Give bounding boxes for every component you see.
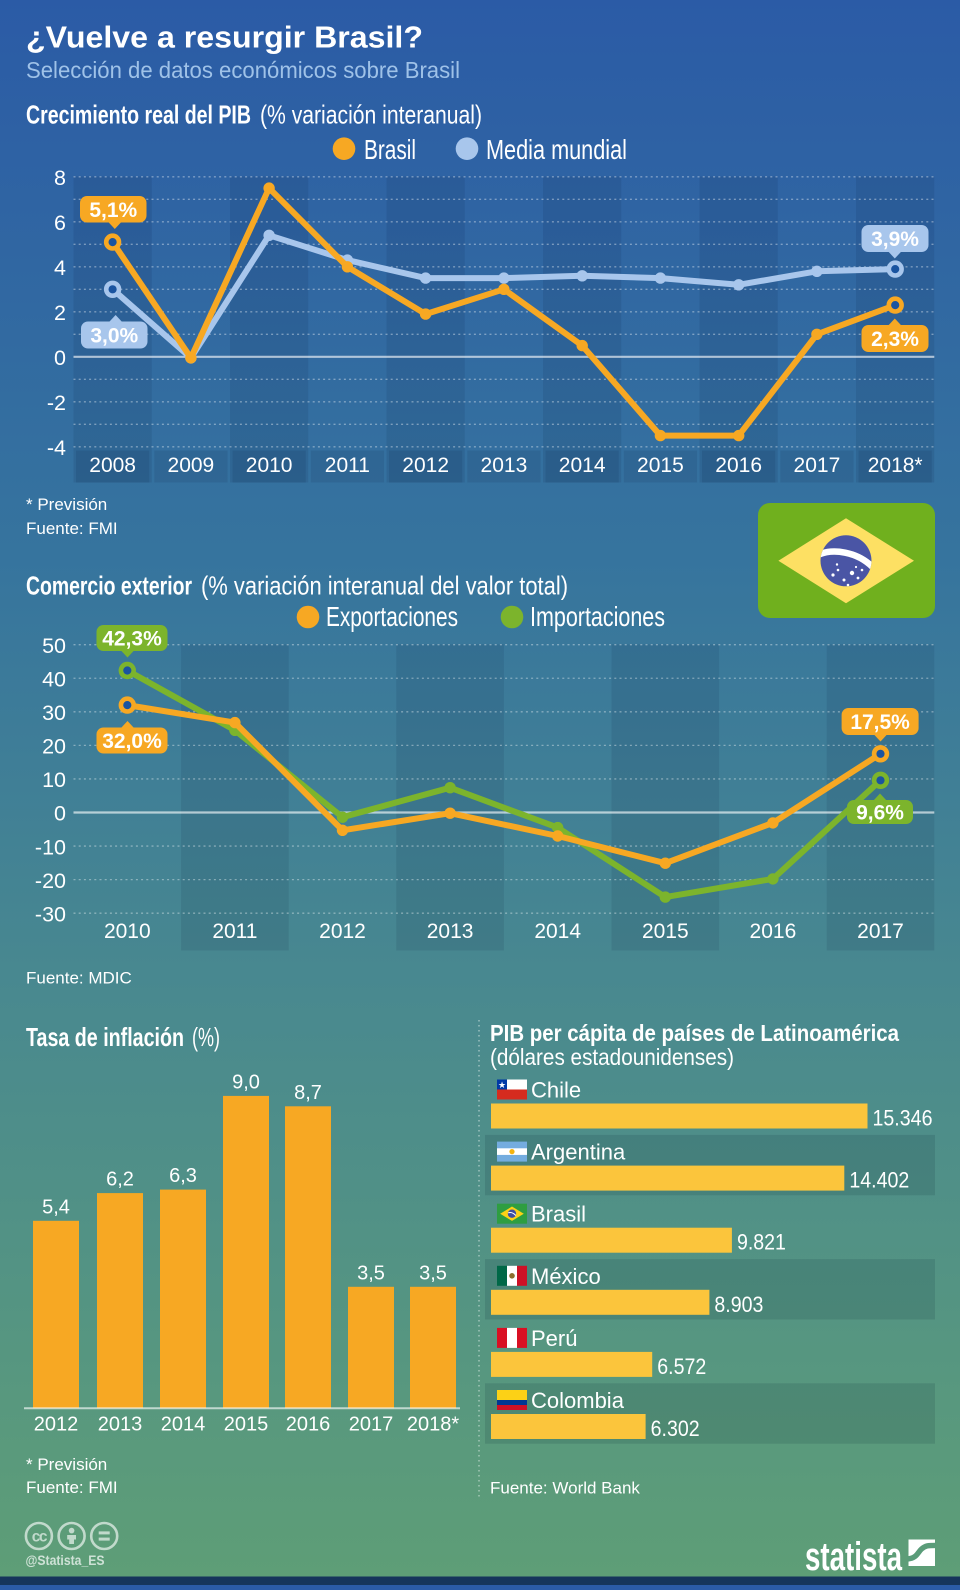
svg-text:2016: 2016 xyxy=(750,920,797,943)
svg-text:5,1%: 5,1% xyxy=(89,199,137,222)
svg-text:Exportaciones: Exportaciones xyxy=(326,601,458,632)
svg-text:Crecimiento real del PIB: Crecimiento real del PIB xyxy=(26,100,251,130)
svg-text:2011: 2011 xyxy=(212,920,257,943)
svg-text:3,9%: 3,9% xyxy=(871,228,919,251)
svg-text:2010: 2010 xyxy=(104,920,151,943)
svg-text:Media mundial: Media mundial xyxy=(486,134,627,165)
svg-text:2015: 2015 xyxy=(637,454,684,477)
svg-text:Chile: Chile xyxy=(531,1078,581,1103)
svg-text:* Previsión: * Previsión xyxy=(26,1455,107,1474)
svg-text:Fuente: FMI: Fuente: FMI xyxy=(26,1478,118,1497)
svg-text:6,3: 6,3 xyxy=(169,1165,197,1187)
svg-text:-20: -20 xyxy=(35,869,66,893)
svg-text:2014: 2014 xyxy=(161,1414,206,1436)
svg-text:Colombia: Colombia xyxy=(531,1388,625,1413)
svg-text:3,5: 3,5 xyxy=(419,1262,447,1284)
svg-text:-2: -2 xyxy=(47,391,66,415)
svg-text:★: ★ xyxy=(498,1080,506,1090)
svg-text:50: 50 xyxy=(42,634,66,658)
svg-text:0: 0 xyxy=(54,802,66,826)
svg-text:2: 2 xyxy=(54,301,66,325)
svg-text:30: 30 xyxy=(42,701,66,725)
svg-text:3,0%: 3,0% xyxy=(90,325,138,348)
svg-text:Brasil: Brasil xyxy=(364,134,416,165)
svg-text:2013: 2013 xyxy=(427,920,474,943)
svg-text:9.821: 9.821 xyxy=(737,1230,786,1255)
svg-text:2010: 2010 xyxy=(246,454,293,477)
svg-text:Perú: Perú xyxy=(531,1326,577,1351)
svg-text:3,5: 3,5 xyxy=(357,1262,385,1284)
svg-text:32,0%: 32,0% xyxy=(102,730,162,753)
svg-text:Tasa de inflación: Tasa de inflación xyxy=(26,1022,184,1052)
svg-text:(dólares estadounidenses): (dólares estadounidenses) xyxy=(490,1044,734,1070)
svg-text:Brasil: Brasil xyxy=(531,1202,586,1227)
svg-text:cc: cc xyxy=(32,1529,48,1546)
svg-text:20: 20 xyxy=(42,735,66,759)
svg-text:15.346: 15.346 xyxy=(872,1106,932,1131)
svg-text:2016: 2016 xyxy=(286,1414,331,1436)
svg-text:Argentina: Argentina xyxy=(531,1140,626,1165)
svg-text:2018*: 2018* xyxy=(868,454,923,477)
svg-text:5,4: 5,4 xyxy=(42,1196,70,1218)
svg-text:2015: 2015 xyxy=(642,920,689,943)
svg-text:6: 6 xyxy=(54,211,66,235)
svg-text:2009: 2009 xyxy=(168,454,215,477)
svg-text:Selección de datos económicos: Selección de datos económicos sobre Bras… xyxy=(26,57,460,83)
svg-text:2014: 2014 xyxy=(559,454,606,477)
svg-text:6,2: 6,2 xyxy=(106,1169,134,1191)
svg-text:¿Vuelve a resurgir Brasil?: ¿Vuelve a resurgir Brasil? xyxy=(26,20,423,55)
svg-text:9,6%: 9,6% xyxy=(856,802,904,825)
svg-text:México: México xyxy=(531,1264,601,1289)
svg-text:Fuente: World Bank: Fuente: World Bank xyxy=(490,1479,640,1498)
svg-text:42,3%: 42,3% xyxy=(102,628,162,651)
svg-text:40: 40 xyxy=(42,667,66,691)
svg-text:2,3%: 2,3% xyxy=(871,328,919,351)
svg-text:Fuente: MDIC: Fuente: MDIC xyxy=(26,968,132,987)
svg-text:-4: -4 xyxy=(47,436,66,460)
svg-text:2012: 2012 xyxy=(402,454,449,477)
svg-text:Comercio exterior: Comercio exterior xyxy=(26,571,192,601)
svg-text:(%): (%) xyxy=(192,1022,220,1052)
svg-text:0: 0 xyxy=(54,346,66,370)
svg-text:(% variación interanual del va: (% variación interanual del valor total) xyxy=(201,571,568,601)
svg-text:@Statista_ES: @Statista_ES xyxy=(26,1553,105,1568)
svg-text:2017: 2017 xyxy=(349,1414,394,1436)
svg-text:8,7: 8,7 xyxy=(294,1082,322,1104)
svg-text:8.903: 8.903 xyxy=(714,1292,763,1317)
svg-text:9,0: 9,0 xyxy=(232,1072,260,1094)
svg-text:statista: statista xyxy=(805,1535,903,1579)
svg-text:-30: -30 xyxy=(35,902,66,926)
svg-text:6.302: 6.302 xyxy=(651,1416,700,1441)
svg-text:2012: 2012 xyxy=(319,920,366,943)
svg-text:2018*: 2018* xyxy=(407,1414,459,1436)
svg-text:2013: 2013 xyxy=(481,454,528,477)
svg-text:(% variación interanual): (% variación interanual) xyxy=(260,100,482,130)
svg-text:2011: 2011 xyxy=(325,454,370,477)
svg-text:PIB per cápita de países de La: PIB per cápita de países de Latinoaméric… xyxy=(490,1020,900,1046)
svg-text:14.402: 14.402 xyxy=(849,1168,909,1193)
svg-text:2016: 2016 xyxy=(715,454,762,477)
svg-text:Importaciones: Importaciones xyxy=(530,601,665,632)
svg-text:2017: 2017 xyxy=(857,920,904,943)
svg-text:Fuente: FMI: Fuente: FMI xyxy=(26,519,118,538)
svg-text:2017: 2017 xyxy=(794,454,841,477)
svg-text:2015: 2015 xyxy=(224,1414,269,1436)
svg-text:4: 4 xyxy=(54,256,66,280)
svg-text:2014: 2014 xyxy=(534,920,581,943)
svg-text:* Previsión: * Previsión xyxy=(26,495,107,514)
svg-text:8: 8 xyxy=(54,166,66,190)
svg-text:2008: 2008 xyxy=(89,454,136,477)
svg-text:17,5%: 17,5% xyxy=(850,711,910,734)
svg-text:2013: 2013 xyxy=(98,1414,143,1436)
svg-text:-10: -10 xyxy=(35,835,66,859)
svg-text:10: 10 xyxy=(42,768,66,792)
svg-text:6.572: 6.572 xyxy=(657,1354,706,1379)
svg-text:2012: 2012 xyxy=(34,1414,79,1436)
